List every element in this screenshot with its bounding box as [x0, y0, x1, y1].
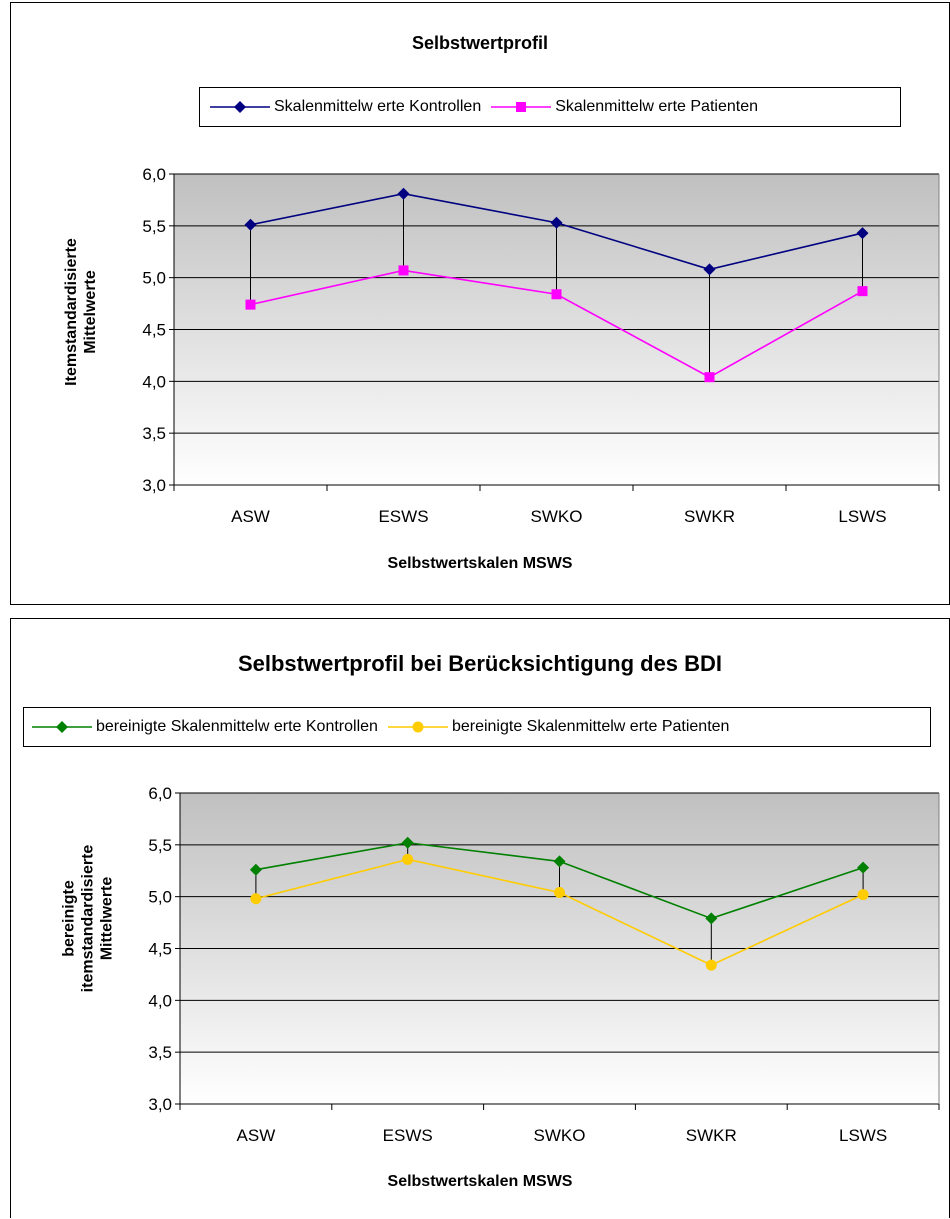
legend-entry-controls: Skalenmittelw erte Kontrollen: [210, 97, 481, 117]
data-point: [553, 855, 566, 868]
y-tick-label: 3,5: [148, 1043, 172, 1062]
y-tick-label: 3,5: [142, 424, 166, 443]
chart-2-y-axis-title: bereinigte itemstandardisierte Mittelwer…: [60, 799, 117, 1039]
chart-2-frame: Selbstwertprofil bei Berücksichtigung de…: [10, 618, 950, 1218]
chart-2-title: Selbstwertprofil bei Berücksichtigung de…: [237, 651, 723, 676]
y-axis-title-line: Mittelwerte: [82, 270, 99, 354]
x-tick-label: ASW: [237, 1126, 276, 1145]
legend-swatch-patients: [491, 102, 552, 112]
data-point: [398, 265, 409, 276]
data-point: [402, 853, 414, 865]
y-tick-label: 4,0: [142, 372, 166, 391]
data-point: [705, 912, 718, 925]
data-point: [397, 187, 410, 200]
legend-entry-patients: Skalenmittelw erte Patienten: [491, 97, 758, 117]
data-point: [401, 836, 414, 849]
y-tick-label: 5,0: [148, 888, 172, 907]
y-axis-title-line: itemstandardisierte: [79, 844, 97, 993]
chart-1-x-axis-title: Selbstwertskalen MSWS: [387, 555, 573, 572]
y-axis-title-line: Itemstandardisierte: [63, 238, 80, 386]
y-tick-label: 6,0: [142, 165, 166, 184]
legend-label-patients: Skalenmittelw erte Patienten: [555, 98, 758, 115]
y-tick-label: 6,0: [148, 784, 172, 803]
legend-label-adjusted-controls: bereinigte Skalenmittelw erte Kontrollen: [96, 718, 378, 735]
legend-swatch-adjusted-controls: [32, 721, 92, 733]
chart-1-legend: Skalenmittelw erte Kontrollen Skalenmitt…: [199, 87, 901, 127]
y-tick-label: 4,5: [142, 321, 166, 340]
x-tick-label: LSWS: [838, 507, 886, 526]
y-tick-label: 5,5: [148, 836, 172, 855]
data-point: [857, 889, 869, 901]
legend-entry-adjusted-controls: bereinigte Skalenmittelw erte Kontrollen: [32, 717, 378, 737]
y-axis-title-line: Mittelwerte: [98, 876, 116, 961]
x-tick-label: ASW: [231, 507, 270, 526]
data-point: [244, 218, 257, 231]
data-point: [554, 887, 565, 899]
legend-swatch-adjusted-patients: [387, 721, 448, 733]
data-point: [551, 289, 562, 300]
chart-2-x-axis-title: Selbstwertskalen MSWS: [387, 1173, 573, 1190]
y-tick-label: 4,5: [148, 940, 172, 959]
y-tick-label: 3,0: [142, 476, 166, 495]
data-point: [857, 286, 868, 297]
data-point: [250, 893, 262, 905]
x-tick-label: SWKO: [534, 1126, 586, 1145]
legend-label-adjusted-patients: bereinigte Skalenmittelw erte Patienten: [451, 718, 730, 735]
data-point: [704, 372, 715, 383]
chart-2-plot: 3,0 3,5 4,0 4,5 5,0 5,5 6,0 ASW ESWS SWKO SWKR LSWS: [148, 784, 940, 1145]
data-point: [857, 861, 870, 874]
chart-1-y-axis-title: Itemstandardisierte Mittelwerte: [62, 202, 100, 422]
x-tick-label: SWKO: [531, 507, 583, 526]
x-tick-label: ESWS: [383, 1126, 433, 1145]
y-tick-label: 3,0: [148, 1095, 172, 1114]
data-point: [856, 227, 869, 240]
legend-entry-adjusted-patients: bereinigte Skalenmittelw erte Patienten: [387, 717, 730, 737]
legend-label-controls: Skalenmittelw erte Kontrollen: [274, 98, 482, 115]
y-axis-title-line: bereinigte: [60, 880, 78, 957]
x-tick-label: ESWS: [378, 507, 428, 526]
chart-1-title: Selbstwertprofil: [411, 33, 549, 53]
data-point: [703, 263, 716, 276]
y-tick-label: 5,0: [142, 269, 166, 288]
y-tick-label: 5,5: [142, 217, 166, 236]
chart-1-plot: 3,0 3,5 4,0 4,5 5,0 5,5 6,0 ASW ESWS SWKO SWKR LSWS: [142, 165, 940, 526]
legend-swatch-controls: [210, 101, 270, 113]
data-point: [705, 959, 717, 971]
chart-1-frame: Selbstwertprofil Skalenmittelw erte Kont…: [10, 2, 950, 605]
x-tick-label: LSWS: [839, 1126, 887, 1145]
x-tick-label: SWKR: [684, 507, 735, 526]
data-point: [550, 216, 563, 229]
x-tick-label: SWKR: [686, 1126, 737, 1145]
chart-2-legend: bereinigte Skalenmittelw erte Kontrollen…: [23, 707, 931, 747]
y-tick-label: 4,0: [148, 991, 172, 1010]
data-point: [245, 299, 256, 310]
